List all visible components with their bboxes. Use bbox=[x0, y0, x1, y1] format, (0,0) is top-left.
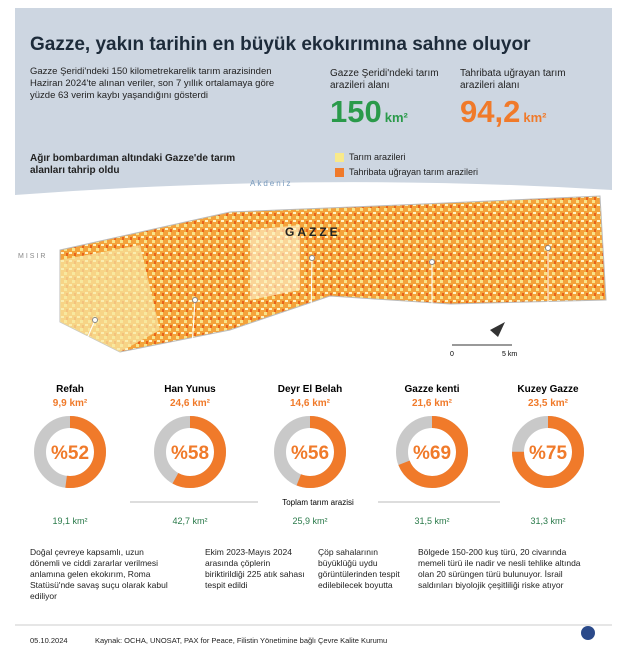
region-total: 25,9 km² bbox=[292, 516, 327, 526]
footer-source: Kaynak: OCHA, UNOSAT, PAX for Peace, Fil… bbox=[95, 636, 388, 645]
intro: Gazze Şeridi'ndeki 150 kilometrekarelik … bbox=[30, 66, 275, 101]
region-name: Gazze kenti bbox=[404, 384, 459, 395]
donut-label: %69 bbox=[413, 443, 451, 464]
donut-arc bbox=[34, 416, 106, 488]
leader-line bbox=[309, 257, 313, 379]
pin bbox=[545, 245, 551, 251]
pin bbox=[192, 297, 198, 303]
pin bbox=[429, 259, 435, 265]
map-patch bbox=[60, 245, 160, 352]
donut-arc bbox=[154, 416, 226, 488]
stat: Gazze Şeridi'ndeki tarım arazileri alanı… bbox=[330, 68, 460, 130]
pin bbox=[92, 317, 98, 323]
country-label: MISIR bbox=[18, 253, 47, 260]
region-destroyed: 23,5 km² bbox=[528, 398, 569, 409]
region-name: Refah bbox=[56, 384, 84, 395]
sea-label: Akdeniz bbox=[250, 179, 292, 188]
map-subtitle: Ağır bombardıman altındaki Gazze'de tarı… bbox=[30, 153, 236, 176]
stat: Tahribata uğrayan tarım arazileri alanı … bbox=[460, 68, 590, 130]
legend-label: Tahribata uğrayan tarım arazileri bbox=[349, 167, 479, 177]
scale-label: 0 bbox=[450, 351, 454, 358]
stat-unit: km² bbox=[384, 110, 408, 125]
donut-label: %75 bbox=[529, 443, 567, 464]
region-destroyed: 14,6 km² bbox=[290, 398, 331, 409]
note: Ekim 2023-Mayıs 2024 arasında çöplerin b… bbox=[205, 547, 305, 590]
logo bbox=[581, 626, 595, 640]
region-total: 42,7 km² bbox=[172, 516, 207, 526]
leader-line bbox=[69, 319, 96, 379]
donut-label: %58 bbox=[171, 443, 209, 464]
title: Gazze, yakın tarihin en büyük ekokırımın… bbox=[30, 34, 531, 55]
note: Çöp sahalarının büyüklüğü uydu görüntüle… bbox=[318, 547, 400, 590]
pin bbox=[309, 255, 315, 261]
donut-label: %52 bbox=[51, 443, 89, 464]
total-label: Toplam tarım arazisi bbox=[282, 498, 354, 507]
footer-date: 05.10.2024 bbox=[30, 636, 68, 645]
region-destroyed: 9,9 km² bbox=[53, 398, 88, 409]
legend-label: Tarım arazileri bbox=[349, 152, 406, 162]
header-background bbox=[15, 8, 612, 195]
donut-arc bbox=[512, 416, 584, 488]
stat-label: Tahribata uğrayan tarım arazileri alanı bbox=[460, 68, 566, 91]
stat-value: 94,2 bbox=[460, 94, 521, 129]
legend-item: Tahribata uğrayan tarım arazileri bbox=[335, 167, 478, 177]
scale-label: 5 km bbox=[502, 351, 517, 358]
donut-label: %56 bbox=[291, 443, 329, 464]
region-name: Deyr El Belah bbox=[278, 384, 342, 395]
note: Doğal çevreye kapsamlı, uzun dönemli ve … bbox=[30, 547, 168, 601]
region-destroyed: 24,6 km² bbox=[170, 398, 211, 409]
north-arrow bbox=[490, 322, 505, 337]
region-total: 31,3 km² bbox=[530, 516, 565, 526]
map-patch bbox=[250, 225, 300, 300]
region-destroyed: 21,6 km² bbox=[412, 398, 453, 409]
note: Bölgede 150-200 kuş türü, 20 civarında m… bbox=[418, 547, 581, 590]
leader-line bbox=[189, 299, 196, 379]
region-name: Han Yunus bbox=[164, 384, 216, 395]
stat-label: Gazze Şeridi'ndeki tarım arazileri alanı bbox=[330, 68, 439, 91]
region-total: 19,1 km² bbox=[52, 516, 87, 526]
region-label: GAZZE bbox=[285, 225, 341, 239]
donut-arc bbox=[274, 416, 346, 488]
donut-arc bbox=[396, 416, 468, 488]
stat-value: 150 bbox=[330, 94, 382, 129]
stat-unit: km² bbox=[523, 110, 547, 125]
total-label-bg bbox=[258, 496, 378, 508]
legend-item: Tarım arazileri bbox=[335, 152, 406, 162]
region-name: Kuzey Gazze bbox=[517, 384, 579, 395]
region-total: 31,5 km² bbox=[414, 516, 449, 526]
